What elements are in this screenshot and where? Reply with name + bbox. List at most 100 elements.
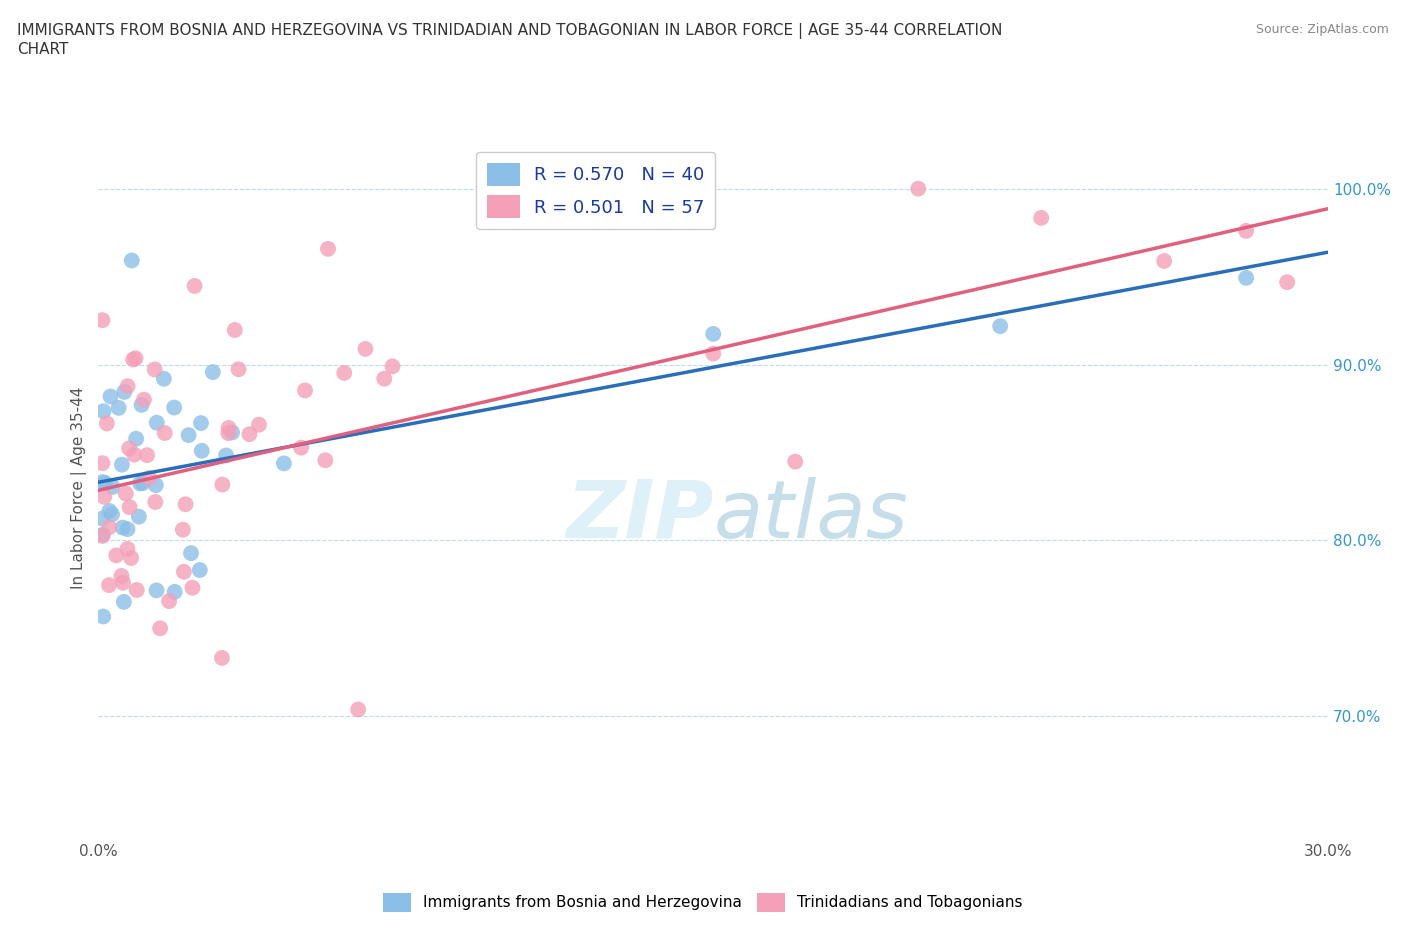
Point: [121, 253, 143, 268]
Point: [211, 650, 233, 665]
Point: [221, 425, 243, 440]
Point: [238, 427, 260, 442]
Point: [118, 499, 141, 514]
Point: [702, 326, 724, 341]
Point: [1153, 254, 1175, 269]
Point: [122, 352, 145, 367]
Point: [190, 444, 212, 458]
Text: ZIP: ZIP: [565, 477, 713, 555]
Point: [143, 362, 166, 377]
Point: [114, 486, 136, 501]
Point: [117, 541, 139, 556]
Point: [111, 458, 134, 472]
Point: [145, 416, 167, 431]
Point: [333, 365, 356, 380]
Point: [314, 453, 336, 468]
Point: [228, 362, 250, 377]
Point: [157, 593, 180, 608]
Point: [128, 510, 150, 525]
Point: [101, 507, 124, 522]
Point: [96, 416, 118, 431]
Point: [124, 351, 146, 365]
Point: [173, 565, 195, 579]
Point: [215, 448, 238, 463]
Point: [105, 548, 128, 563]
Point: [91, 609, 114, 624]
Point: [217, 426, 239, 441]
Y-axis label: In Labor Force | Age 35-44: In Labor Force | Age 35-44: [72, 387, 87, 589]
Point: [110, 568, 132, 583]
Point: [91, 474, 114, 489]
Text: Source: ZipAtlas.com: Source: ZipAtlas.com: [1256, 23, 1389, 36]
Text: IMMIGRANTS FROM BOSNIA AND HERZEGOVINA VS TRINIDADIAN AND TOBAGONIAN IN LABOR FO: IMMIGRANTS FROM BOSNIA AND HERZEGOVINA V…: [17, 23, 1002, 57]
Point: [91, 456, 114, 471]
Point: [163, 400, 186, 415]
Point: [94, 475, 117, 490]
Point: [111, 576, 134, 591]
Point: [91, 528, 114, 543]
Point: [180, 546, 202, 561]
Point: [153, 371, 176, 386]
Point: [145, 583, 167, 598]
Point: [290, 440, 312, 455]
Point: [702, 346, 724, 361]
Point: [1275, 274, 1298, 289]
Point: [1234, 271, 1257, 286]
Point: [93, 404, 115, 418]
Point: [347, 702, 370, 717]
Point: [98, 520, 121, 535]
Point: [177, 428, 200, 443]
Point: [163, 584, 186, 599]
Point: [120, 551, 142, 565]
Point: [129, 476, 152, 491]
Point: [188, 563, 211, 578]
Point: [247, 418, 270, 432]
Point: [181, 580, 204, 595]
Legend: R = 0.570   N = 40, R = 0.501   N = 57: R = 0.570 N = 40, R = 0.501 N = 57: [477, 152, 716, 229]
Point: [988, 319, 1011, 334]
Point: [117, 379, 139, 393]
Point: [294, 383, 316, 398]
Point: [172, 523, 194, 538]
Point: [93, 489, 115, 504]
Point: [107, 401, 129, 416]
Point: [91, 527, 114, 542]
Point: [273, 456, 295, 471]
Point: [98, 578, 121, 592]
Point: [907, 181, 929, 196]
Point: [218, 420, 240, 435]
Point: [91, 512, 114, 526]
Point: [143, 495, 166, 510]
Point: [98, 503, 121, 518]
Point: [132, 392, 155, 407]
Point: [101, 480, 124, 495]
Point: [149, 621, 172, 636]
Legend: Immigrants from Bosnia and Herzegovina, Trinidadians and Tobagonians: Immigrants from Bosnia and Herzegovina, …: [377, 887, 1029, 918]
Point: [183, 278, 205, 293]
Point: [112, 384, 135, 399]
Point: [125, 582, 148, 597]
Point: [190, 416, 212, 431]
Point: [1031, 210, 1053, 225]
Point: [201, 365, 224, 379]
Point: [132, 475, 155, 490]
Point: [125, 432, 148, 446]
Point: [316, 242, 339, 257]
Point: [211, 477, 233, 492]
Point: [91, 312, 114, 327]
Point: [354, 341, 377, 356]
Point: [112, 594, 135, 609]
Point: [100, 389, 122, 404]
Point: [153, 426, 176, 441]
Point: [145, 478, 167, 493]
Point: [224, 323, 246, 338]
Point: [174, 497, 197, 512]
Point: [1234, 223, 1257, 238]
Point: [381, 359, 404, 374]
Point: [118, 441, 141, 456]
Text: atlas: atlas: [713, 477, 908, 555]
Point: [131, 397, 153, 412]
Point: [138, 471, 160, 485]
Point: [111, 520, 134, 535]
Point: [785, 454, 807, 469]
